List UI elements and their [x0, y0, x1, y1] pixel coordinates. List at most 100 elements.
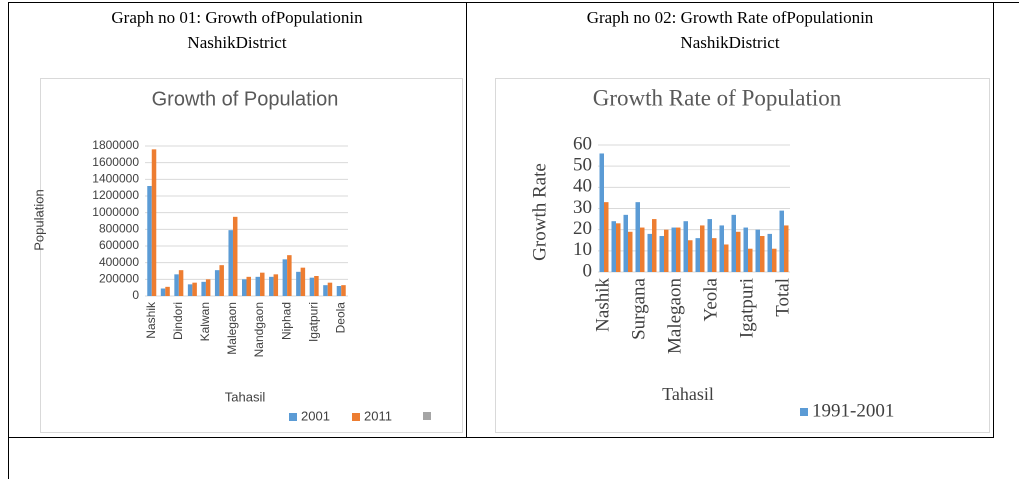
bar	[246, 276, 251, 296]
y-tick-label: 1400000	[92, 172, 139, 186]
bar	[151, 149, 157, 296]
y-tick-label: 800000	[99, 222, 139, 236]
bar	[336, 286, 342, 296]
bar	[604, 202, 609, 272]
bar	[314, 276, 319, 296]
bar	[255, 276, 261, 296]
chart-title: Growth Rate of Population	[593, 85, 842, 110]
y-tick-label: 50	[573, 155, 592, 176]
y-tick-label: 20	[573, 218, 592, 239]
bar	[635, 202, 640, 272]
y-axis-label: Growth Rate	[529, 163, 550, 261]
bar	[296, 271, 301, 296]
bar	[187, 284, 193, 296]
caption: Graph no 02: Growth Rate ofPopulationin	[587, 8, 874, 27]
bar	[628, 231, 633, 272]
bar	[242, 279, 247, 296]
x-tick-label: Malegaon	[664, 278, 685, 354]
x-tick-label: Total	[772, 278, 793, 317]
bar	[695, 238, 700, 272]
bar	[731, 214, 736, 272]
bar	[147, 186, 152, 296]
x-tick-label: Nashik	[592, 278, 613, 332]
bar	[160, 288, 166, 296]
bar	[647, 233, 652, 272]
caption: NashikDistrict	[680, 33, 779, 52]
bar	[676, 227, 681, 272]
bar	[228, 230, 233, 296]
x-tick-label: Deola	[333, 302, 347, 334]
x-tick-label: Igatpuri	[306, 302, 320, 342]
legend-swatch	[352, 413, 360, 421]
legend-label: 1991-2001	[812, 400, 894, 421]
bar	[743, 227, 748, 272]
bar	[205, 279, 211, 296]
y-tick-label: 1800000	[92, 138, 139, 152]
bar	[707, 219, 712, 272]
x-axis-label: Tahasil	[662, 384, 714, 404]
y-tick-label: 60	[573, 133, 592, 154]
legend-swatch	[289, 413, 297, 421]
y-tick-label: 40	[573, 176, 592, 197]
x-tick-label: Malegaon	[225, 302, 239, 355]
y-tick-label: 1600000	[92, 155, 139, 169]
bar	[664, 229, 669, 272]
bar	[282, 259, 288, 296]
legend-swatch	[800, 408, 808, 416]
bar	[767, 233, 772, 272]
y-tick-label: 600000	[99, 238, 139, 252]
bar	[779, 210, 784, 272]
bar	[219, 265, 224, 296]
bar	[683, 221, 688, 272]
bar	[688, 240, 693, 272]
bar	[748, 248, 753, 272]
y-tick-label: 1200000	[92, 188, 139, 202]
bar	[755, 229, 760, 272]
y-tick-label: 0	[132, 288, 139, 302]
x-tick-label: Yeola	[700, 277, 721, 321]
y-tick-label: 10	[573, 239, 592, 260]
bar	[623, 214, 628, 272]
bar	[772, 248, 777, 272]
x-tick-label: Nandgaon	[252, 302, 266, 357]
bar	[232, 216, 238, 296]
bar	[724, 244, 729, 272]
bar	[700, 225, 705, 272]
x-tick-label: Igatpuri	[736, 278, 757, 338]
bar	[287, 255, 292, 296]
legend-label: 2011	[364, 408, 392, 423]
bar	[214, 270, 220, 296]
table-borders	[8, 2, 1019, 479]
bar	[784, 225, 789, 272]
caption: Graph no 01: Growth ofPopulationin	[111, 8, 363, 27]
chart-title: Growth of Population	[152, 88, 339, 110]
bar	[327, 282, 333, 296]
chart-frame	[40, 78, 463, 433]
bar	[719, 225, 724, 272]
y-tick-label: 200000	[99, 272, 139, 286]
chart-frame	[495, 78, 990, 433]
bar	[269, 276, 274, 296]
y-tick-label: 0	[583, 260, 593, 281]
bar	[341, 285, 346, 296]
y-tick-label: 400000	[99, 255, 139, 269]
bar	[599, 153, 604, 272]
x-tick-label: Surgana	[628, 277, 649, 339]
bar	[192, 282, 197, 296]
y-tick-label: 30	[573, 197, 592, 218]
bar	[640, 227, 645, 272]
bar	[174, 274, 179, 296]
bar	[760, 236, 765, 272]
x-tick-label: Kalwan	[198, 302, 212, 341]
bar	[201, 281, 206, 296]
bar	[260, 272, 265, 296]
legend-swatch	[423, 412, 431, 420]
y-tick-label: 1000000	[92, 205, 139, 219]
bar	[178, 270, 184, 296]
bar	[736, 231, 741, 272]
bar	[671, 227, 676, 272]
bar	[712, 238, 717, 272]
bar	[611, 221, 616, 272]
